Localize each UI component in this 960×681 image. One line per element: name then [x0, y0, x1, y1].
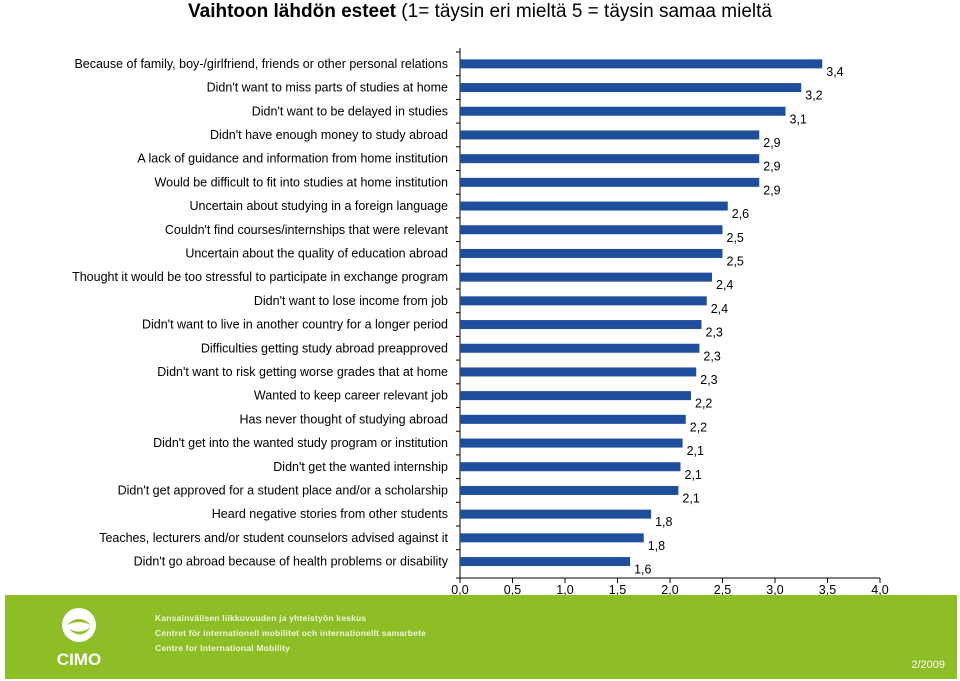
bar [460, 154, 760, 164]
value-label: 3,4 [826, 65, 843, 79]
title-sub: (1= täysin eri mieltä 5 = täysin samaa m… [396, 1, 772, 22]
category-label: Wanted to keep career relevant job [254, 389, 448, 403]
value-label: 2,3 [706, 326, 723, 340]
value-label: 2,2 [695, 397, 712, 411]
bar [460, 225, 723, 235]
org-line-fi: Kansainvälisen liikkuvuuden ja yhteistyö… [155, 613, 367, 623]
value-label: 2,5 [727, 231, 744, 245]
bar [460, 533, 644, 543]
category-label: Didn't get approved for a student place … [118, 483, 448, 497]
value-label: 2,1 [685, 468, 702, 482]
bar [460, 106, 786, 116]
category-label: Thought it would be too stressful to par… [72, 270, 448, 284]
x-tick-label: 1,5 [609, 583, 626, 597]
bar [460, 391, 691, 401]
value-label: 2,9 [763, 136, 780, 150]
value-label: 2,5 [727, 254, 744, 268]
bar [460, 130, 760, 140]
category-label: Couldn't find courses/internships that w… [165, 223, 449, 237]
value-label: 2,2 [690, 420, 707, 434]
bar [460, 83, 802, 93]
bar [460, 414, 686, 424]
bar [460, 59, 823, 69]
bar [460, 462, 681, 472]
category-label: Didn't want to be delayed in studies [252, 104, 448, 118]
x-tick-label: 2,0 [661, 583, 678, 597]
bar [460, 343, 700, 353]
category-label: Would be difficult to fit into studies a… [155, 175, 448, 189]
value-label: 1,8 [648, 539, 665, 553]
value-label: 2,6 [732, 207, 749, 221]
org-line-sv: Centret för internationell mobilitet och… [155, 628, 427, 638]
value-label: 2,4 [716, 278, 733, 292]
category-label: Difficulties getting study abroad preapp… [201, 341, 448, 355]
bar [460, 320, 702, 330]
value-label: 1,6 [634, 563, 651, 577]
chart-title: Vaihtoon lähdön esteet (1= täysin eri mi… [0, 0, 960, 24]
category-label: Didn't want to risk getting worse grades… [157, 365, 448, 379]
x-tick-label: 0,0 [451, 583, 468, 597]
category-label: Didn't want to live in another country f… [142, 318, 448, 332]
value-label: 2,4 [711, 302, 728, 316]
x-tick-label: 0,5 [504, 583, 521, 597]
value-label: 2,1 [687, 444, 704, 458]
bar [460, 509, 652, 519]
category-label: Uncertain about the quality of education… [185, 246, 448, 260]
value-label: 2,9 [763, 183, 780, 197]
x-tick-label: 4,0 [871, 583, 888, 597]
category-label: Didn't have enough money to study abroad [210, 128, 448, 142]
cimo-logo: CIMO [57, 608, 101, 669]
value-label: 3,2 [805, 89, 822, 103]
category-label: Didn't get the wanted internship [273, 460, 448, 474]
category-label: Uncertain about studying in a foreign la… [189, 199, 448, 213]
category-label: Didn't go abroad because of health probl… [134, 555, 449, 569]
title-main: Vaihtoon lähdön esteet [188, 1, 397, 22]
bar [460, 557, 631, 567]
value-label: 1,8 [655, 515, 672, 529]
value-label: 2,3 [700, 373, 717, 387]
category-label: Has never thought of studying abroad [240, 412, 449, 426]
value-label: 3,1 [790, 112, 807, 126]
bar [460, 438, 683, 448]
bar [460, 296, 707, 306]
logo-circle [62, 608, 96, 642]
bar [460, 201, 728, 211]
category-label: Didn't get into the wanted study program… [153, 436, 448, 450]
bar [460, 177, 760, 187]
bar [460, 272, 712, 282]
organization-lines: Kansainvälisen liikkuvuuden ja yhteistyö… [155, 611, 426, 656]
category-label: Because of family, boy-/girlfriend, frie… [74, 57, 448, 71]
logo-swoosh-2 [69, 627, 91, 635]
category-label: Teaches, lecturers and/or student counse… [99, 531, 448, 545]
x-tick-label: 2,5 [714, 583, 731, 597]
value-label: 2,9 [763, 160, 780, 174]
bar [460, 485, 679, 495]
bar-chart: Because of family, boy-/girlfriend, frie… [72, 48, 889, 597]
footer-date: 2/2009 [911, 659, 945, 671]
category-label: A lack of guidance and information from … [137, 152, 448, 166]
category-label: Heard negative stories from other studen… [212, 507, 448, 521]
x-tick-label: 1,0 [556, 583, 573, 597]
footer-banner: CIMO Kansainvälisen liikkuvuuden ja yhte… [5, 595, 957, 679]
bar [460, 367, 697, 377]
logo-text: CIMO [57, 650, 101, 669]
x-tick-label: 3,0 [766, 583, 783, 597]
org-line-en: Centre for International Mobility [155, 643, 291, 653]
value-label: 2,1 [682, 491, 699, 505]
logo-swoosh [67, 619, 91, 625]
category-label: Didn't want to lose income from job [254, 294, 448, 308]
value-label: 2,3 [703, 349, 720, 363]
bar [460, 248, 723, 258]
category-label: Didn't want to miss parts of studies at … [207, 81, 448, 95]
x-tick-label: 3,5 [819, 583, 836, 597]
